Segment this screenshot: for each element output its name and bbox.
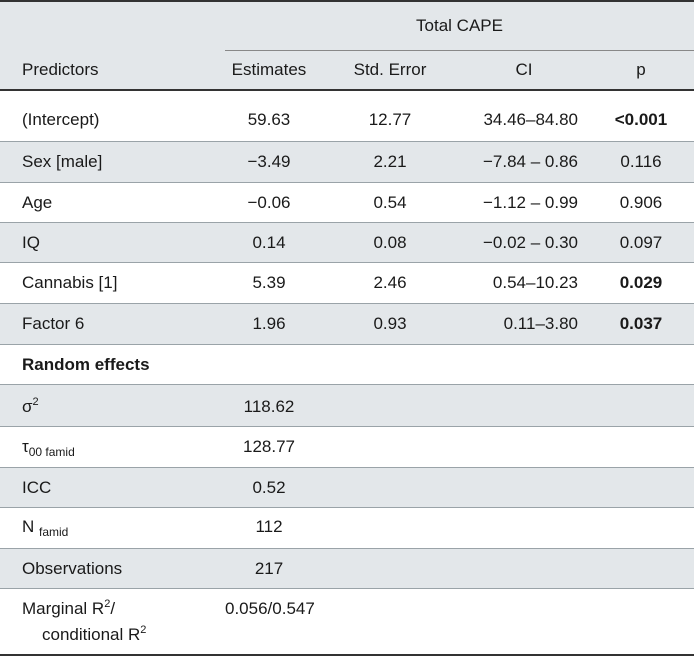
table-bottom-rule <box>0 654 694 656</box>
n-famid-label: N famid <box>22 517 69 539</box>
estimate-cell: 1.96 <box>252 314 286 333</box>
observations-value: 217 <box>254 559 284 578</box>
observations-label: Observations <box>22 559 123 578</box>
predictor-cell: Sex [male] <box>22 152 103 171</box>
ci-cell: 34.46–84.80 <box>483 110 578 129</box>
table-row: Sex [male] −3.49 2.21 −7.84 – 0.86 0.116 <box>0 142 694 183</box>
std-error-cell: 0.54 <box>373 193 407 212</box>
ci-cell: −7.84 – 0.86 <box>482 152 578 171</box>
std-error-cell: 2.21 <box>373 152 407 171</box>
std-error-cell: 0.93 <box>373 314 407 333</box>
predictor-cell: Factor 6 <box>22 314 85 333</box>
table-row: Factor 6 1.96 0.93 0.11–3.80 0.037 <box>0 304 694 345</box>
ci-cell: −0.02 – 0.30 <box>482 233 578 252</box>
predictor-cell: Cannabis [1] <box>22 273 118 292</box>
r2-value: 0.056/0.547 <box>225 599 315 618</box>
n-famid-row: N famid 112 <box>0 508 694 549</box>
ci-cell: 0.11–3.80 <box>503 314 578 333</box>
estimate-cell: 59.63 <box>247 110 291 129</box>
estimate-cell: −0.06 <box>247 193 291 212</box>
p-value-cell: <0.001 <box>614 110 668 129</box>
p-value-cell: 0.037 <box>619 314 663 333</box>
table-header: Total CAPE Predictors Estimates Std. Err… <box>0 0 694 91</box>
sigma2-row: σ2 118.62 <box>0 385 694 427</box>
p-value-cell: 0.116 <box>620 152 662 171</box>
predictor-cell: IQ <box>22 233 40 252</box>
tau00-row: τ00 famid 128.77 <box>0 427 694 468</box>
predictor-cell: (Intercept) <box>22 110 100 129</box>
icc-label: ICC <box>22 478 52 497</box>
group-header-rule <box>225 50 694 51</box>
estimate-cell: 0.14 <box>252 233 286 252</box>
random-effects-title-row: Random effects <box>0 345 694 385</box>
column-header-ci: CI <box>515 60 533 79</box>
std-error-cell: 2.46 <box>373 273 407 292</box>
sigma2-value: 118.62 <box>243 397 295 416</box>
icc-row: ICC 0.52 <box>0 468 694 508</box>
std-error-cell: 0.08 <box>373 233 407 252</box>
table-row: Age −0.06 0.54 −1.12 – 0.99 0.906 <box>0 183 694 223</box>
column-header-estimates: Estimates <box>231 60 307 79</box>
observations-row: Observations 217 <box>0 549 694 589</box>
sigma2-label: σ2 <box>22 396 39 416</box>
random-effects-title: Random effects <box>22 355 150 374</box>
column-header-predictors: Predictors <box>22 60 99 79</box>
r2-label: Marginal R2/ conditional R2 <box>22 598 147 644</box>
ci-cell: 0.54–10.23 <box>492 273 578 292</box>
tau00-label: τ00 famid <box>22 437 75 459</box>
p-value-cell: 0.906 <box>619 193 663 212</box>
predictor-cell: Age <box>22 193 53 212</box>
std-error-cell: 12.77 <box>368 110 412 129</box>
table-row: IQ 0.14 0.08 −0.02 – 0.30 0.097 <box>0 223 694 263</box>
icc-value: 0.52 <box>252 478 286 497</box>
p-value-cell: 0.029 <box>619 273 663 292</box>
group-header-total-cape: Total CAPE <box>416 16 503 35</box>
tau00-value: 128.77 <box>243 437 295 456</box>
table-row: Cannabis [1] 5.39 2.46 0.54–10.23 0.029 <box>0 263 694 304</box>
r2-row: Marginal R2/ conditional R2 0.056/0.547 <box>0 589 694 654</box>
estimate-cell: −3.49 <box>247 152 291 171</box>
column-header-p: p <box>636 60 646 79</box>
ci-cell: −1.12 – 0.99 <box>482 193 578 212</box>
p-value-cell: 0.097 <box>619 233 663 252</box>
table-row: (Intercept) 59.63 12.77 34.46–84.80 <0.001 <box>0 91 694 142</box>
estimate-cell: 5.39 <box>252 273 286 292</box>
column-header-std-error: Std. Error <box>353 60 427 79</box>
n-famid-value: 112 <box>255 517 283 536</box>
